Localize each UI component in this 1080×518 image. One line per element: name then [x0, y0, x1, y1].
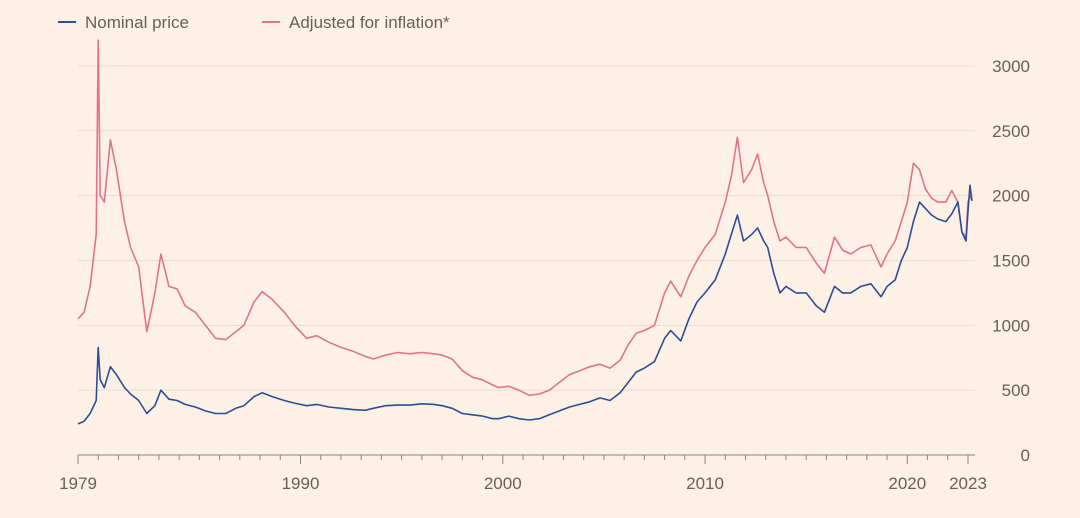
x-tick-label: 1990	[282, 474, 320, 493]
x-tick-label: 2000	[484, 474, 522, 493]
y-tick-label: 0	[1021, 446, 1030, 465]
y-tick-label: 500	[1002, 381, 1030, 400]
legend: Nominal price Adjusted for inflation*	[58, 13, 450, 32]
series-line-nominal	[77, 184, 973, 425]
x-axis: 1979 1990 2000 2010 2020 2023	[59, 454, 987, 493]
legend-label: Nominal price	[85, 13, 189, 32]
y-tick-label: 3000	[992, 57, 1030, 76]
x-tick-label: 2010	[686, 474, 724, 493]
y-axis: 0 500 1000 1500 2000 2500 3000	[992, 57, 1030, 465]
series-lines	[77, 39, 973, 425]
y-tick-label: 1000	[992, 316, 1030, 335]
series-line-adjusted	[77, 39, 973, 397]
y-tick-label: 2000	[992, 187, 1030, 206]
y-tick-label: 1500	[992, 251, 1030, 270]
gridlines	[78, 65, 975, 391]
legend-label: Adjusted for inflation*	[289, 13, 450, 32]
x-tick-label: 1979	[59, 474, 97, 493]
y-tick-label: 2500	[992, 122, 1030, 141]
x-tick-label: 2023	[949, 474, 987, 493]
x-tick-label: 2020	[888, 474, 926, 493]
